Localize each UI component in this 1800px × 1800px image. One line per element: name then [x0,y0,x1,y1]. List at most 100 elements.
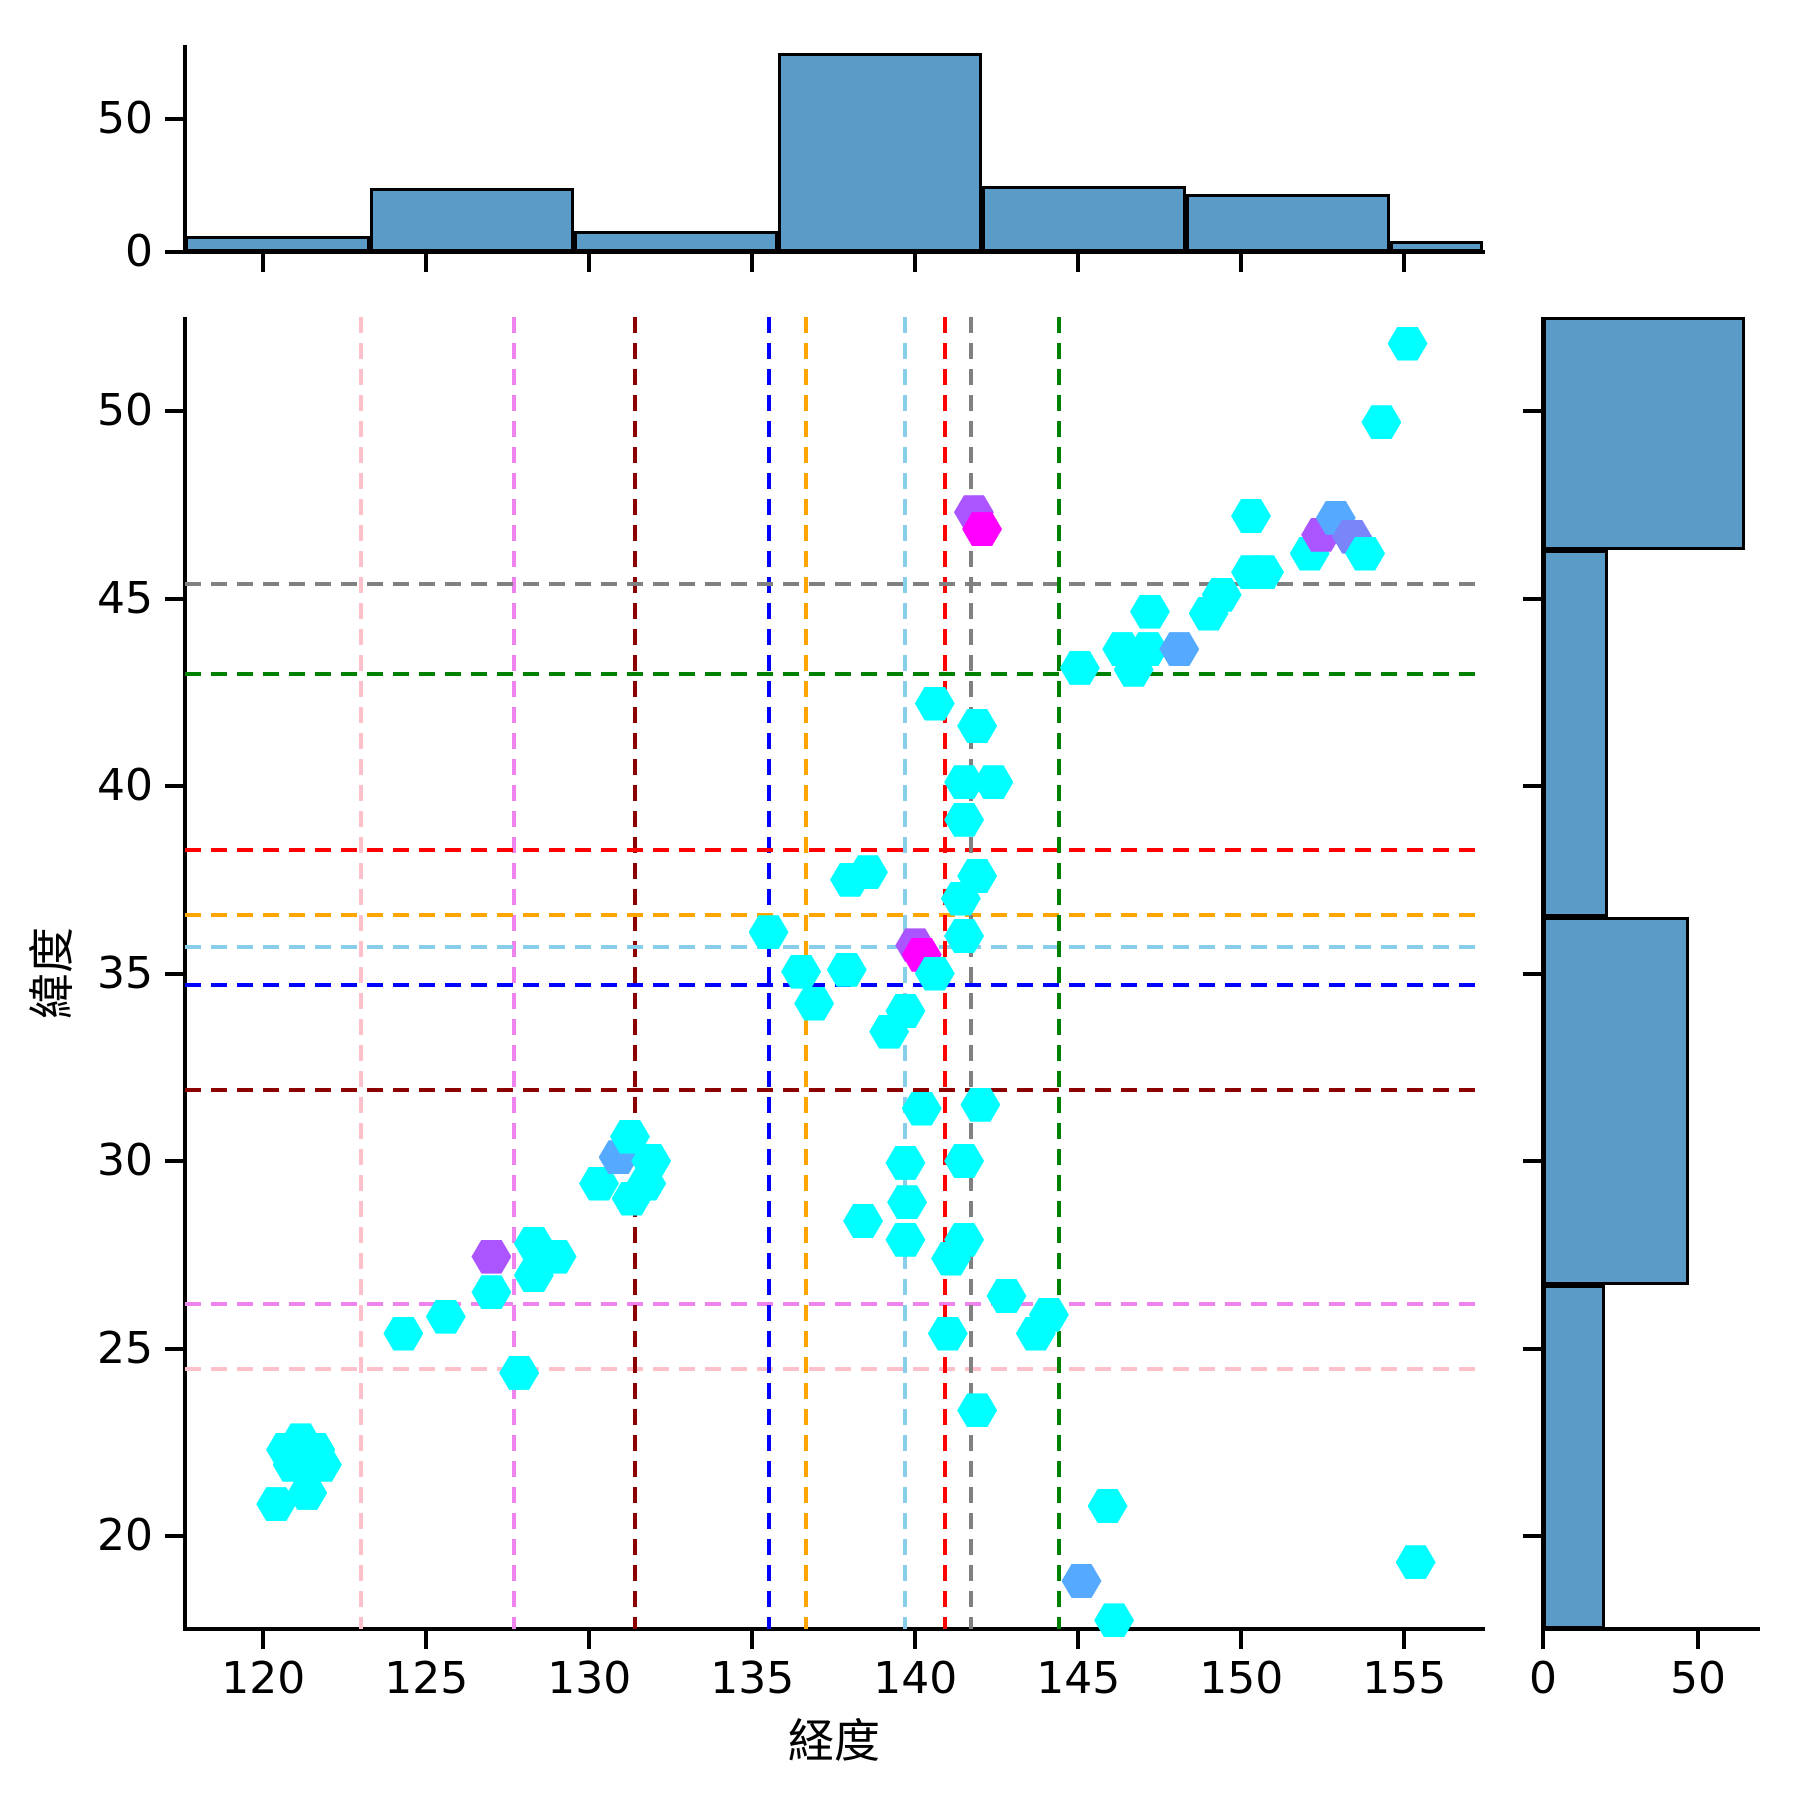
hex-point [944,919,985,953]
hex-point [748,915,789,950]
x-axis-label: 経度 [788,1714,880,1768]
top-hist-y-tick [165,250,183,254]
hex-point [781,954,822,989]
x-tick-label: 140 [873,1653,958,1704]
ref-line-h-gray [185,581,1483,586]
x-tick-label: 145 [1036,1653,1121,1704]
x-tick-label: 120 [221,1653,306,1704]
x-tick-label: 125 [384,1653,469,1704]
ref-line-h-darkred [185,1087,1483,1092]
y-tick [165,596,183,601]
ref-line-v-blue [766,317,771,1629]
x-tick [1402,1631,1407,1649]
x-tick [261,1631,266,1649]
x-tick [1239,1631,1244,1649]
y-tick-label: 50 [97,385,153,436]
ref-line-v-violet [512,317,517,1629]
hex-point [885,994,926,1028]
x-tick-label: 155 [1362,1653,1447,1704]
y-tick [165,409,183,413]
y-tick-label: 35 [97,947,153,999]
x-axis-spine [183,1627,1485,1631]
right-hist-bar [1543,1284,1605,1629]
top-hist-x-tick [750,254,755,272]
y-tick [165,1534,183,1538]
top-hist-baseline [183,250,1485,254]
right-hist-y-tick [1523,1534,1541,1538]
ref-line-h-violet [185,1301,1483,1306]
hex-point [847,855,888,890]
x-tick [913,1631,918,1649]
y-tick [165,784,183,788]
y-tick-label: 30 [97,1135,153,1186]
y-axis-label: 緯度 [25,927,79,1019]
y-tick [165,971,183,976]
right-hist-x-tick [1696,1631,1700,1649]
ref-line-h-red [185,847,1483,852]
y-tick [165,1159,183,1163]
x-tick [587,1631,592,1649]
x-tick-label: 130 [547,1653,632,1704]
x-tick [750,1631,755,1649]
hex-point [973,765,1014,800]
right-hist-bar [1543,549,1609,918]
hex-point [826,952,867,987]
hex-point [944,802,985,837]
y-tick-label: 40 [97,760,153,811]
ref-line-h-orange [185,913,1483,918]
right-hist-x-tick-label: 50 [1670,1653,1726,1704]
top-hist-y-tick-label: 50 [97,93,153,145]
y-tick-label: 20 [97,1510,153,1561]
y-tick-label: 25 [97,1322,153,1374]
top-hist-x-tick [424,254,429,272]
right-hist-y-tick [1523,596,1541,601]
right-hist-y-tick [1523,409,1541,413]
right-hist-bar [1543,917,1689,1285]
x-tick-label: 150 [1199,1653,1284,1704]
top-hist-bar [573,230,778,252]
right-hist-y-tick [1523,784,1541,788]
ref-line-h-skyblue [185,945,1483,950]
right-hist-bar [1543,317,1745,550]
ref-line-v-skyblue [903,317,908,1629]
y-tick [165,1346,183,1351]
y-tick-label: 45 [97,572,153,624]
right-hist-x-tick-label: 0 [1529,1653,1557,1704]
top-hist-x-tick [1402,254,1407,272]
top-hist-x-tick [1239,254,1244,272]
top-hist-bar [185,236,370,252]
x-tick [424,1631,429,1649]
top-hist-bar [1389,241,1483,252]
right-hist-y-tick [1523,1159,1541,1163]
hex-point [957,709,998,743]
top-hist-x-tick [1076,254,1081,272]
top-hist-x-tick [587,254,592,272]
top-hist-y-tick [165,117,183,122]
right-hist-baseline [1541,1627,1760,1631]
right-hist-x-tick [1541,1631,1545,1649]
ref-line-h-pink [185,1367,1483,1372]
ref-line-v-green [1056,317,1061,1629]
top-hist-bar [1185,193,1390,252]
hex-point [914,686,955,721]
top-hist-y-tick-label: 0 [125,226,153,277]
top-hist-x-tick [261,254,266,272]
ref-line-h-green [185,671,1483,676]
ref-line-v-darkred [632,317,637,1629]
top-hist-bar [981,185,1186,252]
right-hist-y-tick [1523,1346,1541,1351]
hex-point [794,986,835,1021]
x-tick-label: 135 [710,1653,795,1704]
hex-point [962,512,1003,547]
y-axis-spine [183,317,187,1631]
top-hist-x-tick [913,254,918,272]
top-hist-bar [369,188,574,252]
top-hist-bar [777,52,982,252]
ref-line-v-gray [968,317,973,1629]
ref-line-h-blue [185,982,1483,987]
hex-point [957,859,998,893]
